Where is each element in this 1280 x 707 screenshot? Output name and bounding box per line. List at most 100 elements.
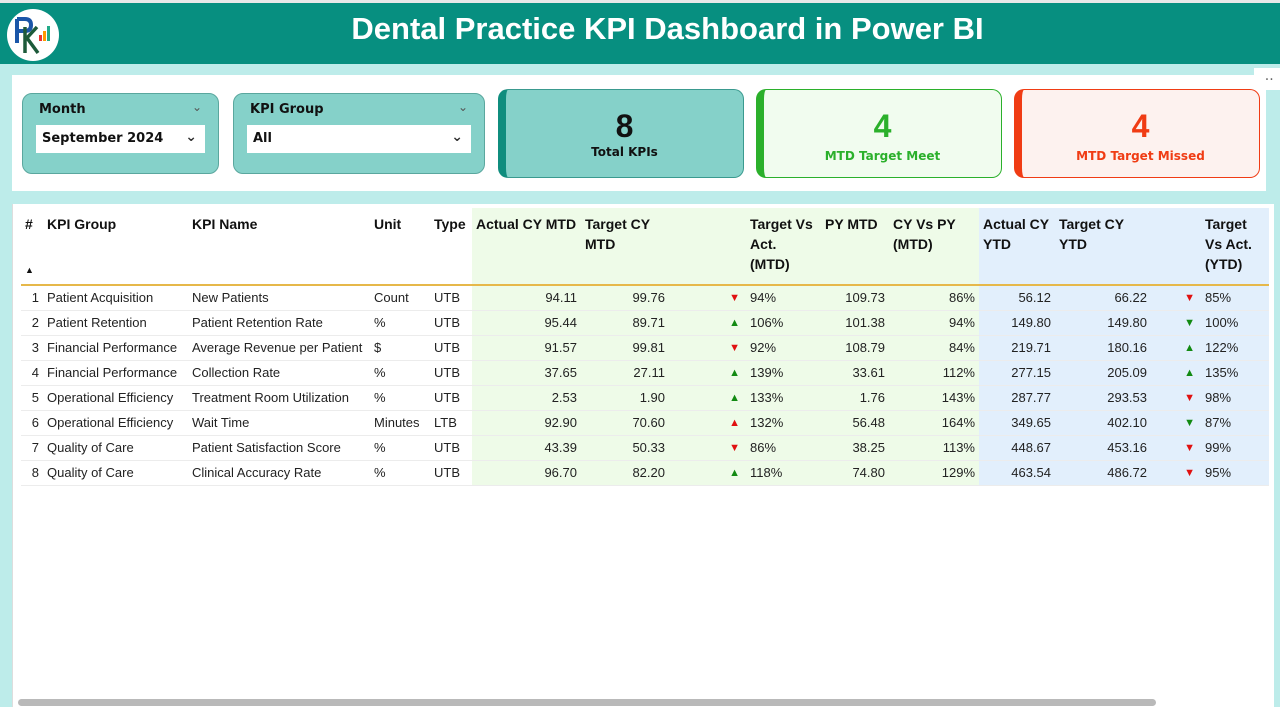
chevron-down-icon[interactable]: ⌄ <box>191 100 202 114</box>
kpi-group-slicer-label: KPI Group <box>250 102 324 117</box>
column-header[interactable]: Unit <box>370 208 430 286</box>
cell-py-mtd: 1.76 <box>821 385 889 411</box>
triangle-down-icon: ▼ <box>669 285 746 311</box>
cell-tgt-ytd: 402.10 <box>1055 410 1151 436</box>
table-row[interactable]: 8 Quality of Care Clinical Accuracy Rate% U… <box>21 460 1269 486</box>
cell-act-ytd: 287.77 <box>979 385 1055 411</box>
column-header[interactable] <box>669 208 746 286</box>
cell-unit: Count <box>370 285 430 311</box>
cell-tva-ytd: 99% <box>1201 435 1269 461</box>
column-header[interactable]: Type <box>430 208 472 286</box>
column-header[interactable] <box>1151 208 1201 286</box>
cell-act-mtd: 91.57 <box>472 335 581 361</box>
cell-tgt-ytd: 453.16 <box>1055 435 1151 461</box>
cell-n: 8 <box>21 460 43 486</box>
company-logo <box>7 9 59 61</box>
cell-type: UTB <box>430 385 472 411</box>
sort-ascending-icon[interactable]: ▲ <box>25 265 34 275</box>
table-row[interactable]: 6 Operational Efficiency Wait Time Minutes L… <box>21 410 1269 436</box>
triangle-down-icon: ▼ <box>1151 285 1201 311</box>
triangle-down-icon: ▼ <box>1151 460 1201 486</box>
cell-act-mtd: 95.44 <box>472 310 581 336</box>
cell-name: Patient Satisfaction Score <box>188 435 370 461</box>
cell-name: Treatment Room Utilization <box>188 385 370 411</box>
column-header-label: Target Vs Act. (YTD) <box>1205 216 1252 272</box>
total-kpis-caption: Total KPIs <box>591 145 658 159</box>
chevron-down-icon[interactable]: ⌄ <box>457 100 468 114</box>
column-header[interactable]: KPI Name <box>188 208 370 286</box>
cell-group: Quality of Care <box>43 460 188 486</box>
triangle-up-icon: ▲ <box>669 360 746 386</box>
chevron-down-icon: ⌄ <box>185 129 197 145</box>
column-header[interactable]: CY Vs PY (MTD) <box>889 208 979 286</box>
column-header[interactable]: PY MTD <box>821 208 889 286</box>
table-row[interactable]: 3 Financial Performance Average Revenue pe… <box>21 335 1269 361</box>
cell-tva-ytd: 85% <box>1201 285 1269 311</box>
triangle-up-icon: ▲ <box>669 310 746 336</box>
table-row[interactable]: 2 Patient Retention Patient Retention Rate… <box>21 310 1269 336</box>
logo-mark-icon <box>15 17 50 55</box>
cell-n: 4 <box>21 360 43 386</box>
kpi-table-panel: # ▲ KPI Group KPI Name Unit Type Actual CY MTD… <box>12 204 1274 707</box>
column-header-label: KPI Group <box>47 216 117 232</box>
cell-py-mtd: 74.80 <box>821 460 889 486</box>
month-dropdown[interactable]: September 2024 ⌄ <box>36 125 205 153</box>
column-header[interactable]: Actual CY YTD <box>979 208 1055 286</box>
cell-cy-vs-py: 86% <box>889 285 979 311</box>
table-row[interactable]: 1 Patient Acquisition New Patients Count UTB… <box>21 285 1269 311</box>
month-slicer-label: Month <box>39 102 86 117</box>
cell-unit: Minutes <box>370 410 430 436</box>
cell-act-ytd: 448.67 <box>979 435 1055 461</box>
cell-tgt-ytd: 149.80 <box>1055 310 1151 336</box>
cell-cy-vs-py: 113% <box>889 435 979 461</box>
cell-group: Financial Performance <box>43 360 188 386</box>
column-header-label: Actual CY YTD <box>983 216 1049 252</box>
chevron-down-icon: ⌄ <box>451 129 463 145</box>
table-row[interactable]: 7 Quality of Care Patient Satisfaction Sco… <box>21 435 1269 461</box>
cell-unit: % <box>370 435 430 461</box>
cell-tgt-mtd: 82.20 <box>581 460 669 486</box>
cell-n: 6 <box>21 410 43 436</box>
table-row[interactable]: 4 Financial Performance Collection Rate% UT… <box>21 360 1269 386</box>
cell-cy-vs-py: 143% <box>889 385 979 411</box>
column-header-label: Target CY YTD <box>1059 216 1124 252</box>
column-header[interactable]: Target Vs Act. (MTD) <box>746 208 821 286</box>
cell-act-ytd: 56.12 <box>979 285 1055 311</box>
column-header[interactable]: Target CY YTD <box>1055 208 1151 286</box>
cell-cy-vs-py: 84% <box>889 335 979 361</box>
triangle-down-icon: ▼ <box>1151 385 1201 411</box>
mtd-target-meet-value: 4 <box>873 108 892 144</box>
cell-act-mtd: 37.65 <box>472 360 581 386</box>
column-header[interactable]: Target Vs Act. (YTD) <box>1201 208 1269 286</box>
cell-cy-vs-py: 129% <box>889 460 979 486</box>
cell-tgt-ytd: 66.22 <box>1055 285 1151 311</box>
cell-tva-mtd: 139% <box>746 360 821 386</box>
cell-unit: % <box>370 360 430 386</box>
cell-cy-vs-py: 112% <box>889 360 979 386</box>
horizontal-scrollbar[interactable] <box>18 699 1156 706</box>
kpi-group-dropdown[interactable]: All ⌄ <box>247 125 471 153</box>
cell-type: UTB <box>430 335 472 361</box>
cell-tgt-ytd: 205.09 <box>1055 360 1151 386</box>
column-header[interactable]: Target CY MTD <box>581 208 669 286</box>
cell-unit: % <box>370 310 430 336</box>
cell-tgt-mtd: 70.60 <box>581 410 669 436</box>
table-row[interactable]: 5 Operational Efficiency Treatment Room Ut… <box>21 385 1269 411</box>
cell-tgt-ytd: 180.16 <box>1055 335 1151 361</box>
cell-group: Operational Efficiency <box>43 410 188 436</box>
cell-tva-mtd: 133% <box>746 385 821 411</box>
cell-group: Quality of Care <box>43 435 188 461</box>
mtd-target-missed-card: 4 MTD Target Missed <box>1014 89 1260 178</box>
cell-group: Financial Performance <box>43 335 188 361</box>
cell-act-mtd: 92.90 <box>472 410 581 436</box>
dashboard-title: Dental Practice KPI Dashboard in Power B… <box>351 11 984 46</box>
column-header[interactable]: # ▲ <box>21 208 43 286</box>
mtd-target-missed-caption: MTD Target Missed <box>1076 149 1205 163</box>
cell-py-mtd: 101.38 <box>821 310 889 336</box>
cell-type: LTB <box>430 410 472 436</box>
cell-tgt-mtd: 89.71 <box>581 310 669 336</box>
column-header[interactable]: KPI Group <box>43 208 188 286</box>
cell-tva-ytd: 87% <box>1201 410 1269 436</box>
column-header[interactable]: Actual CY MTD <box>472 208 581 286</box>
triangle-down-icon: ▼ <box>1151 435 1201 461</box>
